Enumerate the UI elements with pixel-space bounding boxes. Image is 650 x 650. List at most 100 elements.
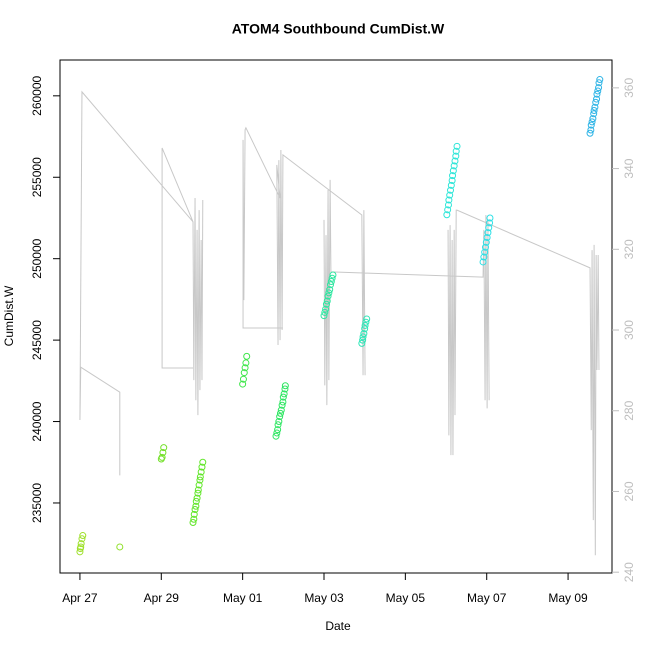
data-point <box>275 418 283 426</box>
y-axis-label: CumDist.W <box>2 285 16 346</box>
y2-tick-label: 360 <box>622 78 636 98</box>
x-tick-label: Apr 27 <box>62 591 98 605</box>
data-point <box>587 121 595 129</box>
data-point <box>281 385 289 393</box>
x-tick-label: May 03 <box>304 591 344 605</box>
data-point <box>444 206 452 214</box>
data-point <box>587 126 595 134</box>
data-point <box>593 90 601 98</box>
data-point <box>590 110 598 118</box>
data-point <box>281 382 289 390</box>
data-point <box>591 103 599 111</box>
data-point <box>452 152 460 160</box>
y2-tick-label: 320 <box>622 239 636 259</box>
data-point <box>589 115 597 123</box>
data-point <box>328 274 336 282</box>
data-point <box>590 106 598 114</box>
x-tick-label: May 07 <box>467 591 507 605</box>
data-point <box>359 336 367 344</box>
data-point <box>445 196 453 204</box>
data-point <box>481 243 489 251</box>
data-point <box>595 79 603 87</box>
data-point <box>190 510 198 518</box>
x-tick-label: Apr 29 <box>144 591 180 605</box>
data-point <box>483 234 491 242</box>
data-point <box>279 398 287 406</box>
data-point <box>482 238 490 246</box>
data-point <box>274 421 282 429</box>
data-point <box>280 390 288 398</box>
data-point <box>198 463 206 471</box>
data-point <box>78 535 86 543</box>
data-point <box>447 181 455 189</box>
data-point <box>447 186 455 194</box>
plot-box <box>59 59 613 574</box>
y-tick-label: 240000 <box>30 401 44 441</box>
data-point <box>273 429 281 437</box>
data-point <box>592 98 600 106</box>
y2-tick-label: 340 <box>622 158 636 178</box>
data-point <box>324 292 332 300</box>
data-point <box>361 325 369 333</box>
data-point <box>361 321 369 329</box>
data-point <box>480 253 488 261</box>
data-point <box>486 219 494 227</box>
data-point <box>158 453 166 461</box>
x-tick-label: May 05 <box>386 591 426 605</box>
data-point <box>199 458 207 466</box>
data-point <box>451 157 459 165</box>
y2-tick-label: 240 <box>622 562 636 582</box>
data-point <box>486 214 494 222</box>
data-point <box>196 476 204 484</box>
data-point <box>239 375 247 383</box>
data-point <box>239 380 247 388</box>
data-point <box>277 406 285 414</box>
y2-tick-label: 280 <box>622 400 636 420</box>
data-point <box>595 84 603 92</box>
data-point <box>358 339 366 347</box>
y-tick-label: 245000 <box>30 320 44 360</box>
data-point <box>241 364 249 372</box>
data-point <box>194 486 202 494</box>
data-point <box>329 271 337 279</box>
data-point <box>449 167 457 175</box>
data-point <box>194 489 202 497</box>
chart-title: ATOM4 Southbound CumDist.W <box>232 21 445 37</box>
y-tick-label: 255000 <box>30 157 44 197</box>
data-point <box>243 352 251 360</box>
data-point <box>362 318 370 326</box>
y2-tick-label: 260 <box>622 481 636 501</box>
data-point <box>322 305 330 313</box>
data-point <box>79 532 87 540</box>
data-point <box>191 505 199 513</box>
data-point <box>446 191 454 199</box>
data-point <box>359 333 367 341</box>
data-point <box>326 286 334 294</box>
data-point <box>190 515 198 523</box>
data-point <box>242 359 250 367</box>
data-point <box>159 448 167 456</box>
data-point <box>453 142 461 150</box>
data-point <box>321 308 329 316</box>
data-point <box>588 118 596 126</box>
data-point <box>444 201 452 209</box>
data-point <box>363 315 371 323</box>
data-point <box>279 393 287 401</box>
data-point <box>76 548 84 556</box>
data-point <box>192 497 200 505</box>
data-point <box>325 289 333 297</box>
x-axis-label: Date <box>325 619 351 633</box>
data-point <box>323 297 331 305</box>
data-point <box>586 129 594 137</box>
data-point <box>594 87 602 95</box>
data-point <box>322 300 330 308</box>
data-point <box>327 281 335 289</box>
data-point <box>77 543 85 551</box>
data-point <box>449 172 457 180</box>
data-point <box>485 224 493 232</box>
series-line <box>79 90 600 556</box>
data-point <box>77 540 85 548</box>
data-point <box>320 312 328 320</box>
data-point <box>448 177 456 185</box>
data-point <box>278 401 286 409</box>
